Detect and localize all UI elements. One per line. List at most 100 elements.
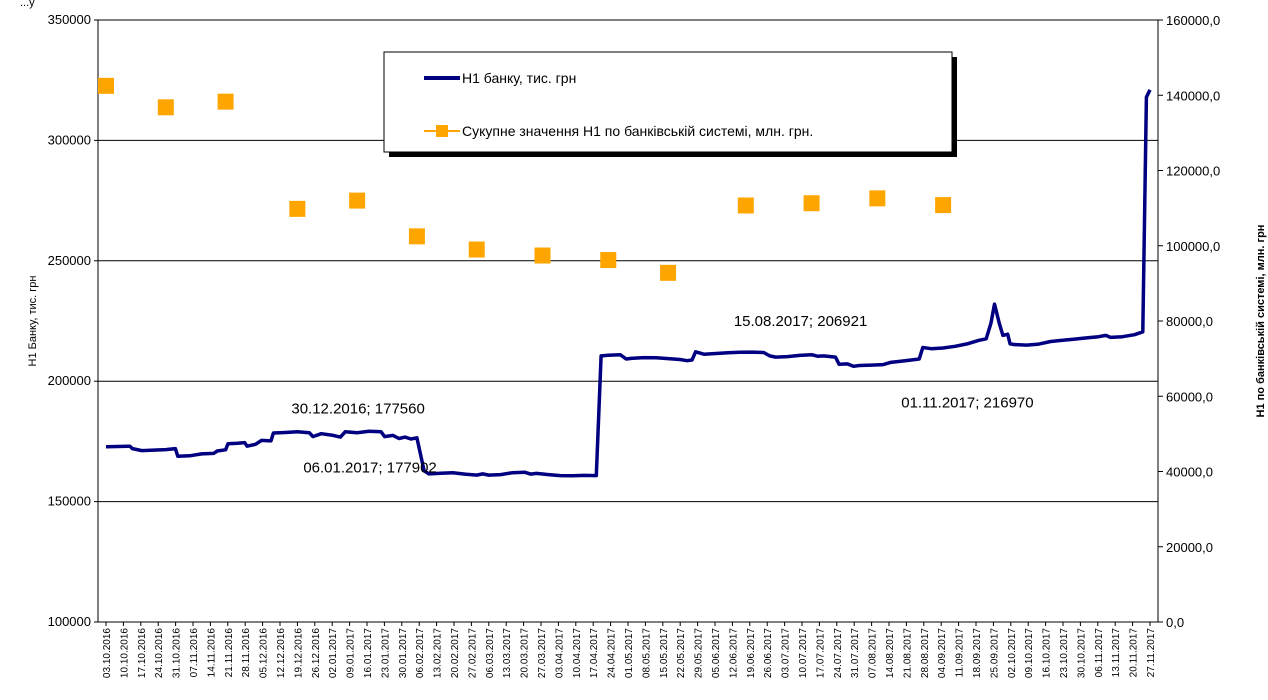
x-tick-label: 03.10.2016 [102,628,113,678]
x-tick-label: 10.04.2017 [572,628,583,678]
x-tick-label: 09.01.2017 [346,628,357,678]
marker-h1-system [157,99,174,116]
data-label: 06.01.2017; 177902 [303,460,436,477]
marker-h1-system [935,197,952,214]
marker-h1-system [737,197,754,214]
x-tick-label: 24.07.2017 [833,628,844,678]
x-tick-label: 27.11.2017 [1146,628,1157,678]
annotations: 30.12.2016; 177560 06.01.2017; 177902 15.0… [291,313,1033,477]
x-tick-label: 22.05.2017 [676,628,687,678]
x-tick-label: 06.11.2017 [1094,628,1105,678]
marker-h1-system [600,252,617,269]
x-tick-label: 20.03.2017 [520,628,531,678]
x-tick-label: 06.03.2017 [485,628,496,678]
data-label: 01.11.2017; 216970 [901,395,1033,412]
right-tick-label: 160000,0 [1166,13,1220,28]
right-tick-label: 60000,0 [1166,389,1213,404]
left-y-axis: 100000 150000 200000 250000 300000 350000 [48,12,98,629]
x-tick-label: 18.09.2017 [972,628,983,678]
left-tick-label: 200000 [48,373,91,388]
x-axis: 03.10.2016 10.10.2016 17.10.2016 24.10.2016… [102,622,1157,678]
right-tick-label: 20000,0 [1166,540,1213,555]
x-tick-label: 10.10.2016 [119,628,130,678]
marker-h1-system [98,77,114,94]
left-tick-label: 350000 [48,12,91,27]
x-tick-label: 02.10.2017 [1007,628,1018,678]
x-tick-label: 11.09.2017 [955,628,966,678]
x-tick-label: 07.11.2016 [189,628,200,678]
x-tick-label: 26.06.2017 [763,628,774,678]
x-tick-label: 17.07.2017 [815,628,826,678]
x-tick-label: 27.03.2017 [537,628,548,678]
x-tick-label: 20.02.2017 [450,628,461,678]
legend-label-h1-bank: Н1 банку, тис. грн [462,70,576,86]
x-tick-label: 25.09.2017 [989,628,1000,678]
series-line-h1-bank [105,89,1152,478]
x-tick-label: 16.01.2017 [363,628,374,678]
x-tick-label: 21.11.2016 [224,628,235,678]
x-tick-label: 27.02.2017 [467,628,478,678]
marker-h1-system [468,241,485,258]
x-tick-label: 21.08.2017 [902,628,913,678]
x-tick-label: 03.07.2017 [781,628,792,678]
x-tick-label: 24.04.2017 [607,628,618,678]
marker-h1-system [408,228,425,245]
x-tick-label: 12.12.2016 [276,628,287,678]
x-tick-label: 13.02.2017 [433,628,444,678]
marker-h1-system [217,93,234,110]
x-tick-label: 05.06.2017 [711,628,722,678]
left-tick-label: 300000 [48,132,91,147]
x-tick-label: 28.08.2017 [920,628,931,678]
data-label: 30.12.2016; 177560 [291,401,424,418]
x-tick-label: 31.10.2016 [172,628,183,678]
x-tick-label: 04.09.2017 [937,628,948,678]
x-tick-label: 31.07.2017 [850,628,861,678]
data-label: 15.08.2017; 206921 [734,313,867,330]
legend-label-h1-system: Сукупне значення Н1 по банківській систе… [462,123,813,139]
right-tick-label: 80000,0 [1166,314,1213,329]
x-tick-label: 29.05.2017 [694,628,705,678]
x-tick-label: 20.11.2017 [1129,628,1140,678]
x-tick-label: 01.05.2017 [624,628,635,678]
legend-swatch-h1-system-marker [436,125,448,137]
left-axis-title: Н1 Банку, тис. грн [27,276,39,367]
x-tick-label: 09.10.2017 [1024,628,1035,678]
legend-box [383,51,953,153]
right-tick-label: 40000,0 [1166,465,1213,480]
x-tick-label: 08.05.2017 [641,628,652,678]
x-tick-label: 19.06.2017 [746,628,757,678]
x-tick-label: 13.11.2017 [1111,628,1122,678]
series-layer [98,77,1152,478]
marker-h1-system [869,190,886,207]
right-y-axis: 0,0 20000,0 40000,0 60000,0 80000,0 100000,0 1… [1158,13,1220,630]
x-tick-label: 17.10.2016 [137,628,148,678]
x-tick-label: 14.08.2017 [885,628,896,678]
x-tick-label: 30.01.2017 [398,628,409,678]
left-tick-label: 150000 [48,494,91,509]
x-tick-label: 07.08.2017 [868,628,879,678]
x-tick-label: 30.10.2017 [1076,628,1087,678]
right-tick-label: 100000,0 [1166,239,1220,254]
right-axis-title: Н1 по банківській системі, млн. грн [1255,225,1267,418]
marker-h1-system [803,195,820,212]
x-tick-label: 13.03.2017 [502,628,513,678]
x-tick-label: 03.04.2017 [554,628,565,678]
x-tick-label: 26.12.2016 [311,628,322,678]
x-tick-label: 12.06.2017 [728,628,739,678]
x-tick-label: 05.12.2016 [259,628,270,678]
marker-h1-system [289,200,306,217]
left-tick-label: 100000 [48,614,91,629]
right-tick-label: 120000,0 [1166,164,1220,179]
x-tick-label: 23.01.2017 [380,628,391,678]
x-tick-label: 23.10.2017 [1059,628,1070,678]
x-tick-label: 16.10.2017 [1042,628,1053,678]
x-tick-label: 06.02.2017 [415,628,426,678]
marker-h1-system [660,264,677,281]
x-tick-label: 17.04.2017 [589,628,600,678]
x-tick-label: 24.10.2016 [154,628,165,678]
x-tick-label: 14.11.2016 [206,628,217,678]
left-tick-label: 250000 [48,253,91,268]
x-tick-label: 28.11.2016 [241,628,252,678]
corner-label: ...у [20,0,35,9]
